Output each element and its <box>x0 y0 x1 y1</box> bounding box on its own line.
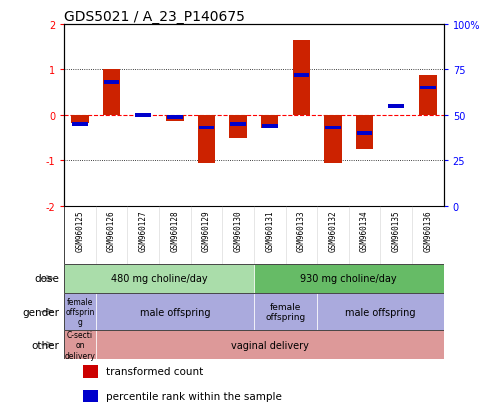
Text: GSM960127: GSM960127 <box>139 209 148 251</box>
Bar <box>356 116 373 150</box>
Bar <box>64 293 96 330</box>
Text: 480 mg choline/day: 480 mg choline/day <box>111 274 207 284</box>
Bar <box>103 70 120 116</box>
Bar <box>104 81 119 85</box>
Text: GSM960135: GSM960135 <box>392 209 401 251</box>
Bar <box>199 126 214 130</box>
Text: GSM960132: GSM960132 <box>328 209 338 251</box>
Bar <box>96 293 254 330</box>
Bar <box>167 116 182 119</box>
Bar <box>166 116 183 121</box>
Bar <box>198 116 215 164</box>
Text: female
offsprin
g: female offsprin g <box>65 297 95 327</box>
Text: GSM960131: GSM960131 <box>265 209 274 251</box>
Bar <box>357 132 372 135</box>
Bar <box>229 116 247 138</box>
Text: vaginal delivery: vaginal delivery <box>231 340 309 350</box>
Bar <box>72 123 88 126</box>
Bar <box>388 105 404 108</box>
Bar <box>71 116 89 124</box>
Bar <box>325 126 341 130</box>
Bar <box>420 87 436 90</box>
Text: GSM960130: GSM960130 <box>234 209 243 251</box>
Text: GSM960125: GSM960125 <box>75 209 84 251</box>
Bar <box>261 116 279 128</box>
Text: GSM960126: GSM960126 <box>107 209 116 251</box>
Bar <box>64 330 96 359</box>
Bar <box>83 390 98 402</box>
Text: GSM960133: GSM960133 <box>297 209 306 251</box>
Bar <box>254 264 444 293</box>
Text: transformed count: transformed count <box>106 366 203 376</box>
Text: GSM960134: GSM960134 <box>360 209 369 251</box>
Bar <box>324 116 342 164</box>
Bar <box>293 41 310 116</box>
Text: GSM960129: GSM960129 <box>202 209 211 251</box>
Text: other: other <box>31 340 59 350</box>
Bar <box>419 76 437 116</box>
Text: GSM960128: GSM960128 <box>170 209 179 251</box>
Bar <box>64 264 254 293</box>
Bar <box>254 293 317 330</box>
Text: male offspring: male offspring <box>140 307 210 317</box>
Text: female
offspring: female offspring <box>265 302 306 321</box>
Text: 930 mg choline/day: 930 mg choline/day <box>301 274 397 284</box>
Text: dose: dose <box>35 274 59 284</box>
Bar <box>262 125 278 128</box>
Bar <box>317 293 444 330</box>
Bar <box>293 74 309 78</box>
Bar <box>230 123 246 126</box>
Text: gender: gender <box>22 307 59 317</box>
Text: C-secti
on
delivery: C-secti on delivery <box>65 330 95 360</box>
Text: male offspring: male offspring <box>345 307 416 317</box>
Bar <box>83 365 98 377</box>
Text: percentile rank within the sample: percentile rank within the sample <box>106 391 282 401</box>
Text: GDS5021 / A_23_P140675: GDS5021 / A_23_P140675 <box>64 10 245 24</box>
Text: GSM960136: GSM960136 <box>423 209 432 251</box>
Bar <box>136 114 151 117</box>
